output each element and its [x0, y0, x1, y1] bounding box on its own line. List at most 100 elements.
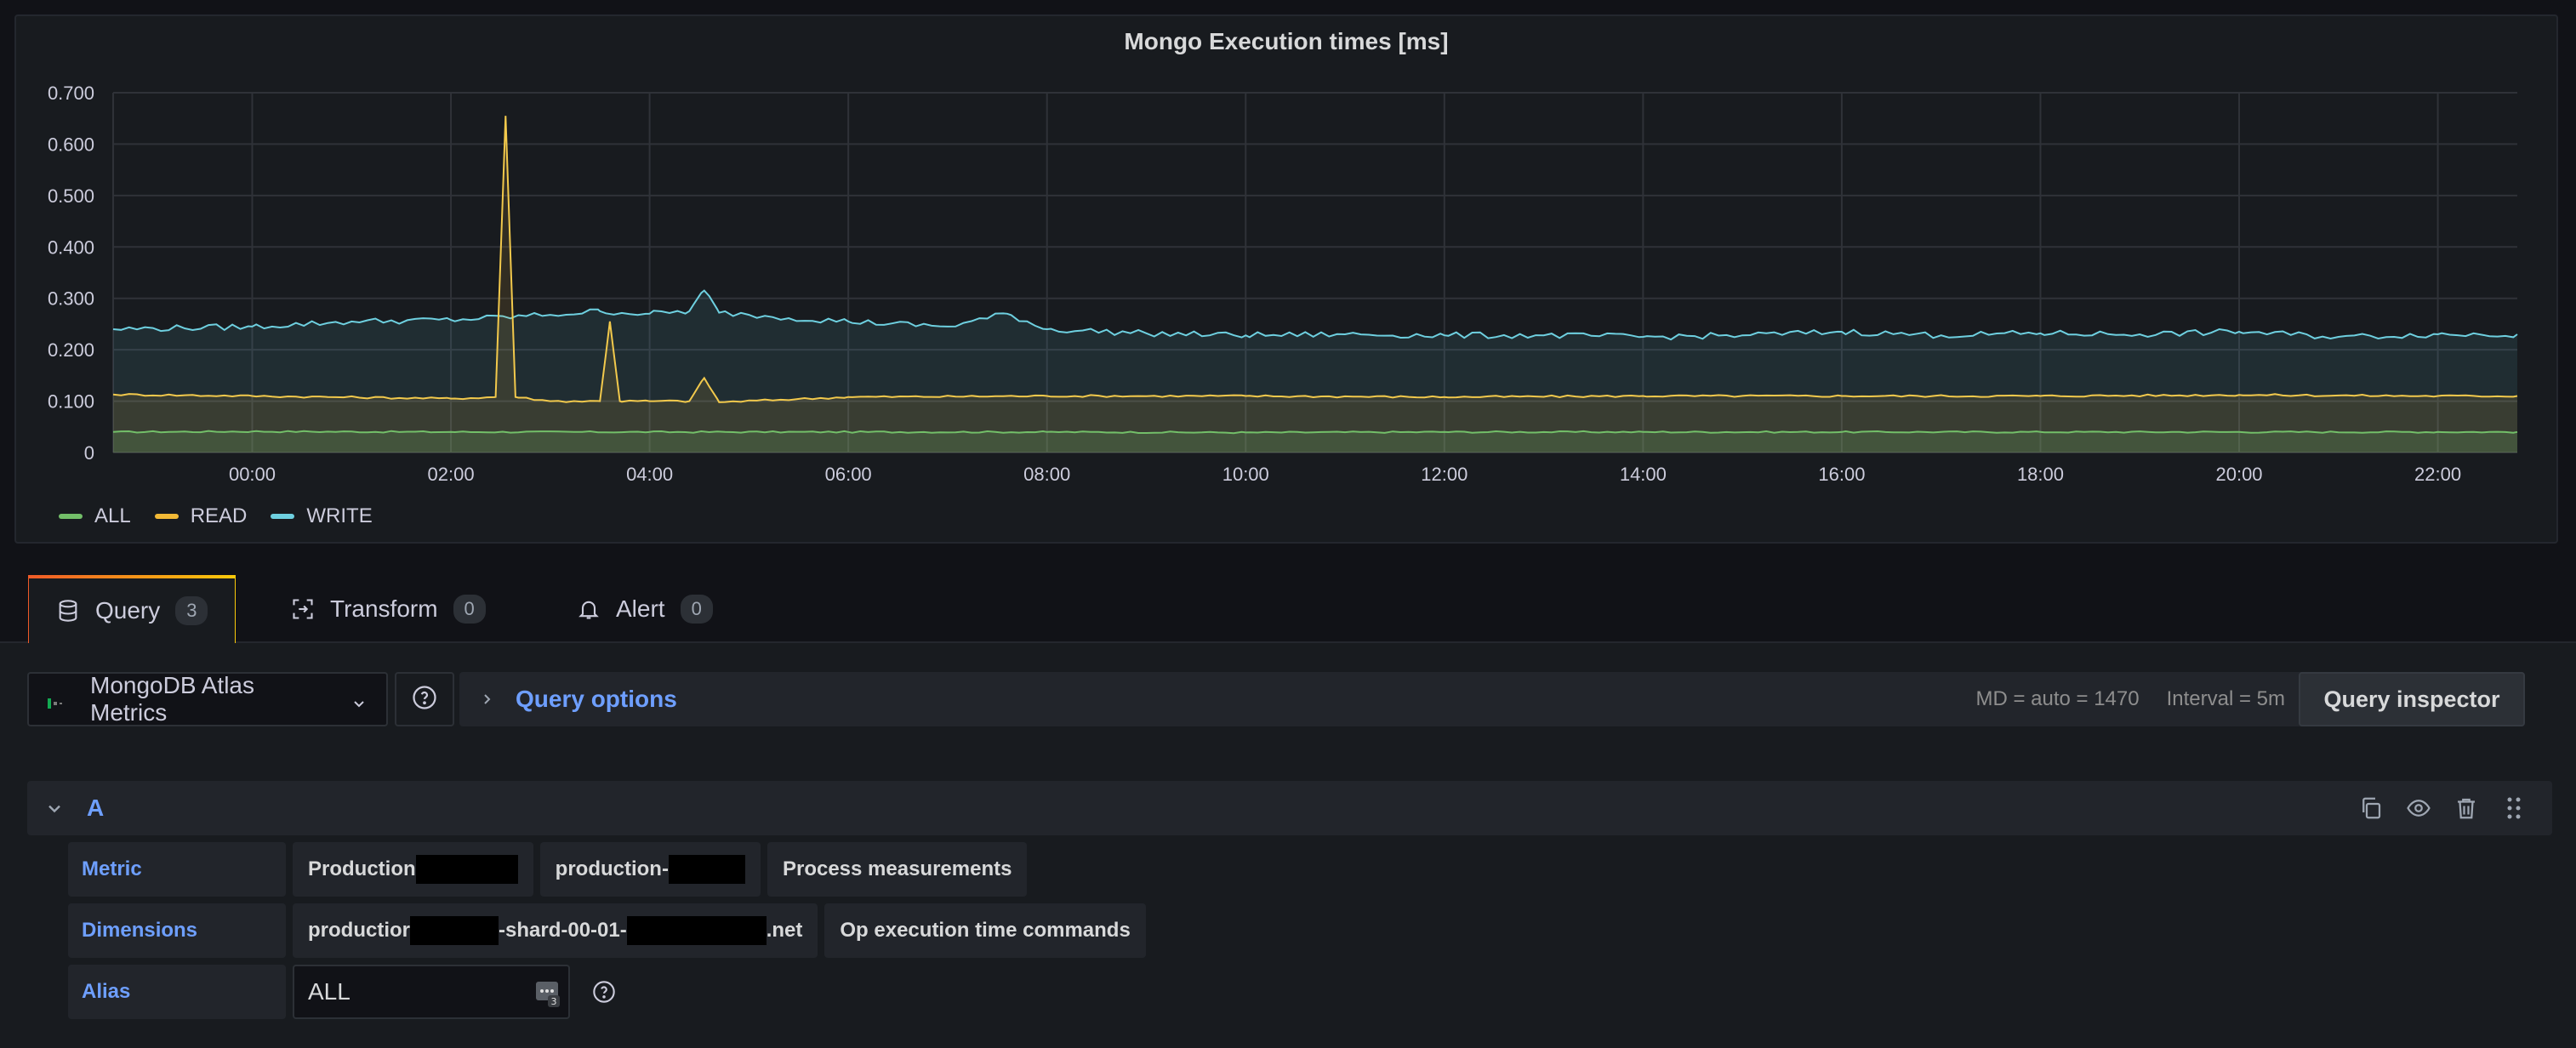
query-options-info: MD = auto = 1470 Interval = 5m: [1975, 672, 2285, 726]
redacted-block: [415, 855, 518, 884]
tab-transform-label: Transform: [330, 595, 438, 622]
editor-tabs: Query 3 Transform 0 Alert 0: [0, 561, 2576, 643]
chevron-down-icon: [350, 691, 368, 708]
tabs-divider: [0, 641, 2576, 643]
datasource-name: MongoDB Atlas Metrics: [90, 672, 254, 726]
tab-query-label: Query: [95, 597, 161, 624]
series-line-write: [112, 289, 2518, 341]
alias-input[interactable]: ALL 3: [293, 965, 570, 1019]
query-options-bar[interactable]: Query options MD = auto = 1470 Interval …: [459, 672, 2525, 726]
dimension-host-select[interactable]: productior -shard-00-01- .net: [293, 903, 818, 958]
metric-cluster-value: production-: [555, 857, 669, 880]
chart-legend: ALL READ WRITE: [59, 504, 373, 528]
legend-swatch-write: [271, 514, 295, 519]
dimension-host-mid: -shard-00-01-: [499, 919, 627, 942]
tab-transform[interactable]: Transform 0: [264, 575, 513, 643]
query-inspector-button[interactable]: Query inspector: [2299, 672, 2525, 726]
tab-query-count: 3: [175, 596, 208, 625]
x-tick-label: 12:00: [1421, 464, 1468, 485]
dimension-name-select[interactable]: Op execution time commands: [824, 903, 1146, 958]
legend-label-read: READ: [190, 504, 248, 527]
tab-transform-count: 0: [453, 595, 486, 624]
metric-project-select[interactable]: Production: [293, 842, 533, 897]
legend-item-read[interactable]: READ: [154, 504, 248, 528]
tab-query[interactable]: Query 3: [28, 575, 236, 643]
metric-row: Metric Production production- Process me…: [68, 842, 1028, 897]
y-tick-label: 0.200: [48, 339, 94, 361]
y-tick-label: 0.600: [48, 134, 94, 155]
metric-cluster-select[interactable]: production-: [539, 842, 761, 897]
query-editor: MongoDB Atlas Metrics Query options MD =…: [0, 643, 2576, 1048]
dimensions-label: Dimensions: [68, 903, 286, 958]
legend-item-write[interactable]: WRITE: [271, 504, 373, 528]
datasource-picker[interactable]: MongoDB Atlas Metrics: [27, 672, 388, 726]
x-tick-label: 16:00: [1818, 464, 1865, 485]
graph-panel: 0 0.100 0.200 0.300 0.400 0.500 0.600 0.700 00:0…: [14, 14, 2558, 544]
y-tick-label: 0.300: [48, 288, 94, 310]
query-row-header[interactable]: A: [27, 781, 2552, 835]
execution-times-chart: 0 0.100 0.200 0.300 0.400 0.500 0.600 0.700 00:0…: [48, 83, 2518, 485]
dimension-host-prefix: productior: [308, 919, 410, 942]
y-tick-label: 0.500: [48, 185, 94, 207]
x-tick-label: 00:00: [229, 464, 276, 485]
legend-swatch-all: [59, 514, 83, 519]
redacted-block: [668, 855, 745, 884]
mongodb-logo-icon: [48, 691, 73, 709]
series-line-all: [112, 430, 2518, 435]
series-area-read: [113, 116, 2517, 453]
dimensions-row: Dimensions productior -shard-00-01- .net…: [68, 903, 1146, 958]
tab-alert[interactable]: Alert 0: [550, 575, 740, 643]
query-ref-id[interactable]: A: [87, 795, 105, 821]
svg-text:3: 3: [551, 996, 557, 1007]
y-tick-label: 0.100: [48, 391, 94, 413]
x-tick-label: 08:00: [1023, 464, 1070, 485]
duplicate-icon[interactable]: [2358, 795, 2384, 821]
panel-title[interactable]: Mongo Execution times [ms]: [1124, 28, 1449, 54]
max-datapoints-info: MD = auto = 1470: [1975, 687, 2140, 710]
metric-type-select[interactable]: Process measurements: [767, 842, 1028, 897]
x-tick-label: 02:00: [428, 464, 475, 485]
redacted-block: [410, 916, 499, 945]
redacted-block: [626, 916, 767, 945]
drag-handle-icon[interactable]: [2501, 795, 2527, 821]
x-tick-label: 06:00: [825, 464, 872, 485]
legend-label-write: WRITE: [306, 504, 373, 527]
alias-value: ALL: [308, 978, 350, 1005]
series-area-all: [113, 430, 2517, 453]
collapse-chevron-icon[interactable]: [44, 798, 65, 818]
transform-icon: [291, 597, 315, 621]
alias-row: Alias ALL 3: [68, 965, 631, 1019]
x-tick-label: 20:00: [2215, 464, 2262, 485]
y-tick-label: 0.400: [48, 236, 94, 258]
series-area-write: [113, 290, 2517, 453]
query-options-label: Query options: [516, 686, 677, 712]
interval-info: Interval = 5m: [2166, 687, 2285, 710]
y-tick-label: 0.700: [48, 83, 94, 104]
metric-label: Metric: [68, 842, 286, 897]
x-tick-label: 04:00: [626, 464, 673, 485]
dimension-host-suffix: .net: [766, 919, 803, 942]
trash-icon[interactable]: [2453, 795, 2479, 821]
x-tick-label: 10:00: [1222, 464, 1269, 485]
query-row-actions: [2358, 781, 2527, 835]
help-circle-icon: [412, 685, 437, 715]
y-tick-label: 0: [84, 442, 94, 464]
alias-help-icon[interactable]: [577, 965, 631, 1019]
datasource-help-button[interactable]: [395, 672, 454, 726]
legend-label-all: ALL: [94, 504, 131, 527]
metric-project-value: Production: [308, 857, 416, 880]
chevron-right-icon: [478, 691, 495, 708]
legend-item-all[interactable]: ALL: [59, 504, 131, 528]
x-tick-label: 22:00: [2414, 464, 2461, 485]
tab-alert-count: 0: [680, 595, 713, 624]
bell-icon: [577, 597, 601, 621]
series-line-read: [112, 116, 2518, 403]
x-tick-label: 18:00: [2017, 464, 2064, 485]
tab-alert-label: Alert: [616, 595, 665, 622]
database-icon: [56, 599, 80, 623]
password-manager-icon[interactable]: 3: [536, 978, 561, 1007]
x-tick-label: 14:00: [1620, 464, 1667, 485]
legend-swatch-read: [154, 514, 179, 519]
alias-label: Alias: [68, 965, 286, 1019]
eye-icon[interactable]: [2406, 795, 2431, 821]
